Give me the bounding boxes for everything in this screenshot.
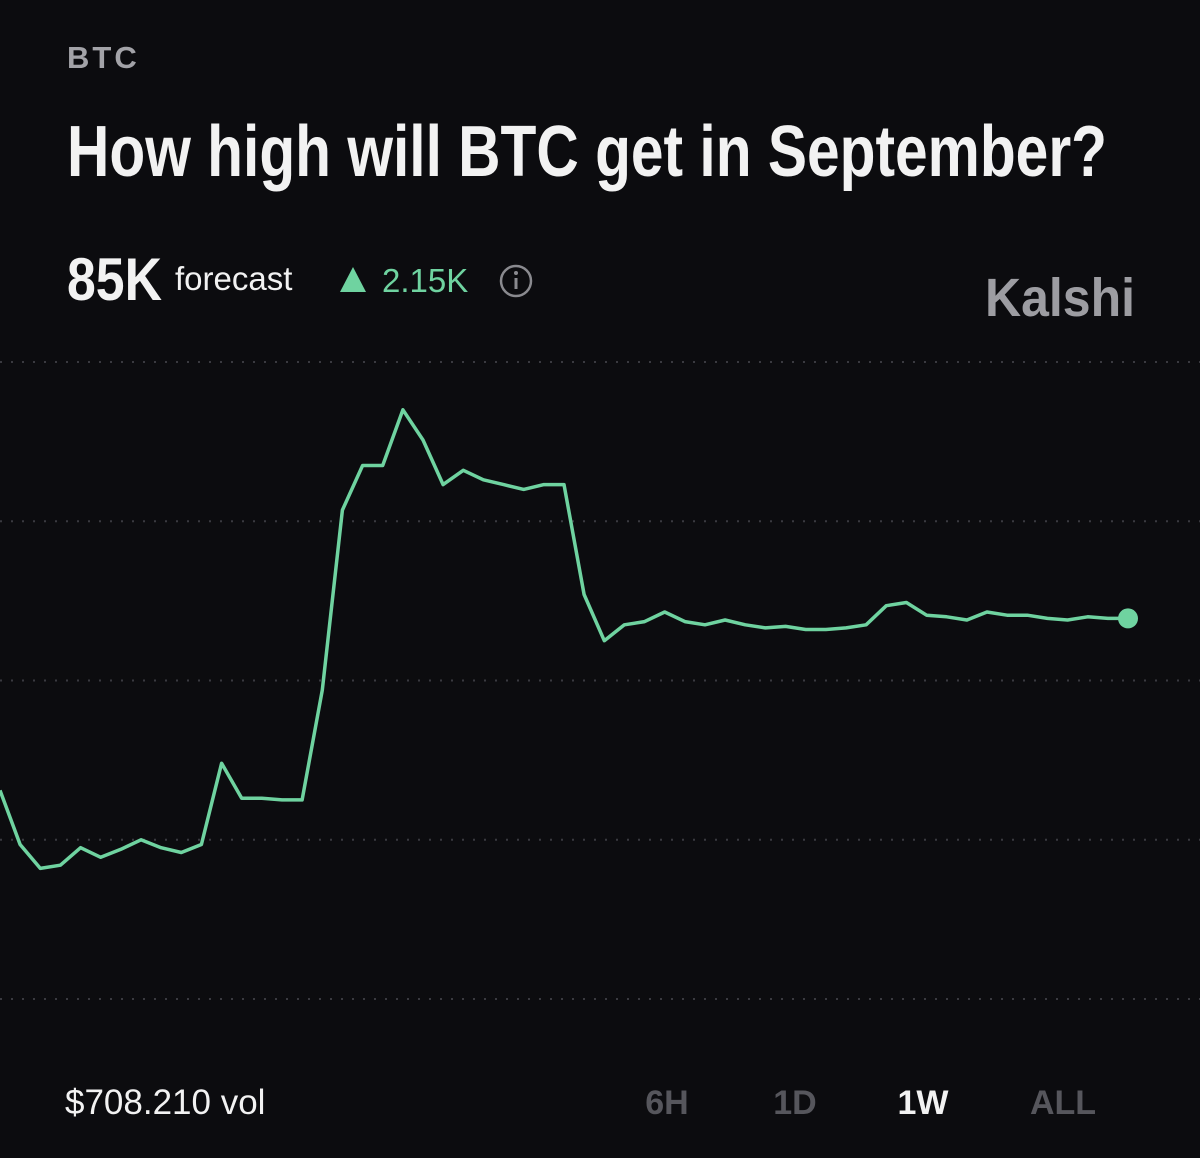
price-line — [0, 408, 1128, 871]
forecast-value: 85K — [67, 246, 162, 313]
range-button[interactable]: ALL — [1030, 1084, 1096, 1122]
range-button[interactable]: 1W — [898, 1084, 950, 1122]
chart — [0, 361, 1200, 1000]
forecast-change: 2.15K — [382, 262, 468, 299]
range-selector: 6H 1D 1W ALL — [645, 1084, 1096, 1122]
range-button[interactable]: 1D — [773, 1084, 816, 1122]
up-arrow — [340, 267, 366, 292]
category: BTC — [67, 40, 140, 75]
range-button[interactable]: 6H — [645, 1084, 688, 1122]
last-point — [1118, 608, 1138, 629]
volume: $708.210 vol — [65, 1083, 265, 1122]
info-icon[interactable] — [499, 264, 533, 298]
market-title: How high will BTC get in September? — [67, 112, 1107, 192]
brand-logo: Kalshi — [985, 268, 1135, 328]
forecast-label: forecast — [175, 260, 292, 297]
